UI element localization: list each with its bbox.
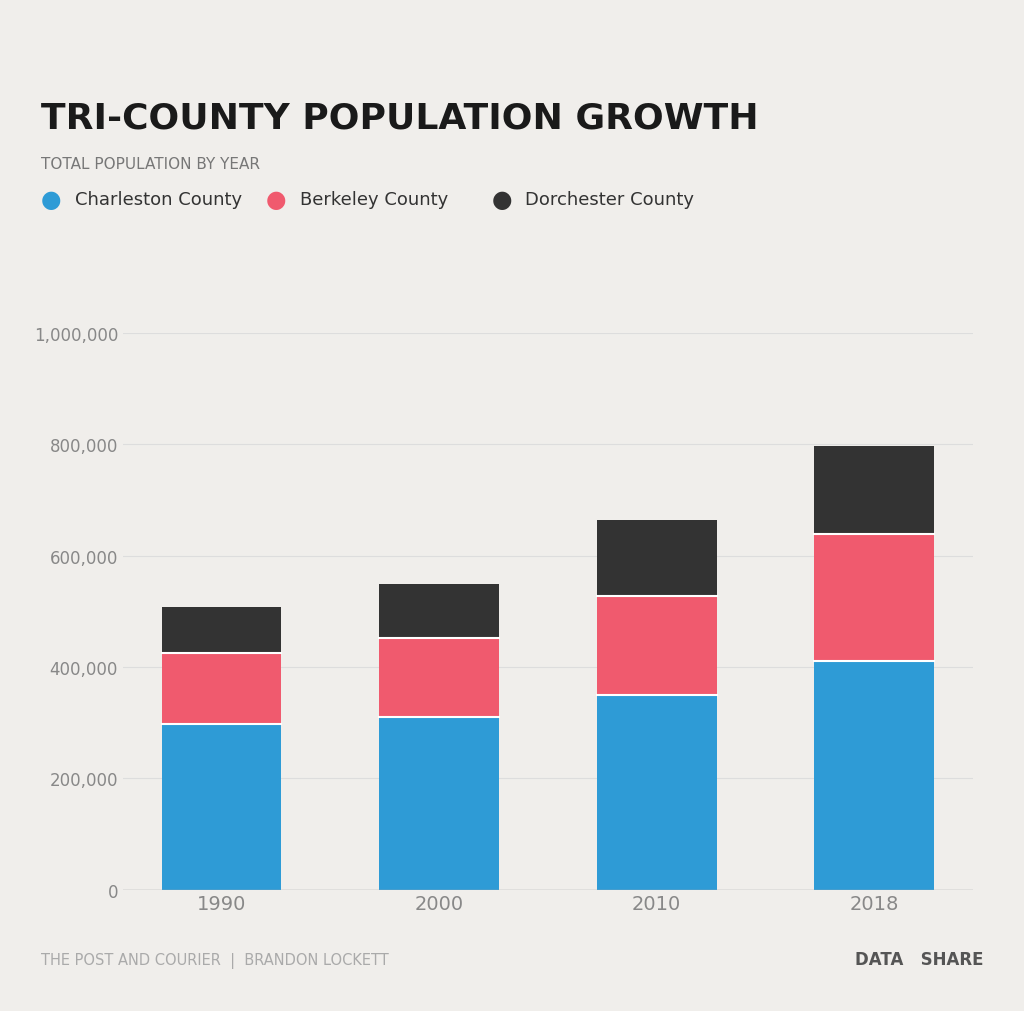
Text: TOTAL POPULATION BY YEAR: TOTAL POPULATION BY YEAR [41,157,260,172]
Text: ●: ● [41,188,61,212]
Bar [379,584,499,638]
Bar [162,607,282,653]
Text: ●: ● [492,188,512,212]
Bar [162,725,282,890]
Bar [379,718,499,890]
Text: DATA   SHARE: DATA SHARE [855,950,983,969]
Bar [814,447,934,535]
Text: TRI-COUNTY POPULATION GROWTH: TRI-COUNTY POPULATION GROWTH [41,101,759,135]
Bar [379,638,499,718]
Text: ●: ● [266,188,287,212]
Bar [814,661,934,890]
Text: THE POST AND COURIER  |  BRANDON LOCKETT: THE POST AND COURIER | BRANDON LOCKETT [41,952,389,969]
Bar [597,596,717,695]
Bar [814,535,934,661]
Text: Charleston County: Charleston County [75,191,242,209]
Bar [162,653,282,725]
Bar [597,520,717,596]
Text: Berkeley County: Berkeley County [300,191,449,209]
Bar [597,695,717,890]
Text: Dorchester County: Dorchester County [525,191,694,209]
